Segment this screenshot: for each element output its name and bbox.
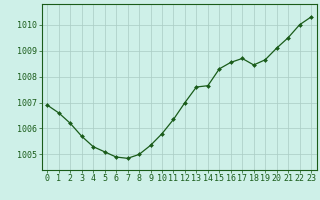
Text: Graphe pression niveau de la mer (hPa): Graphe pression niveau de la mer (hPa) xyxy=(48,183,272,193)
